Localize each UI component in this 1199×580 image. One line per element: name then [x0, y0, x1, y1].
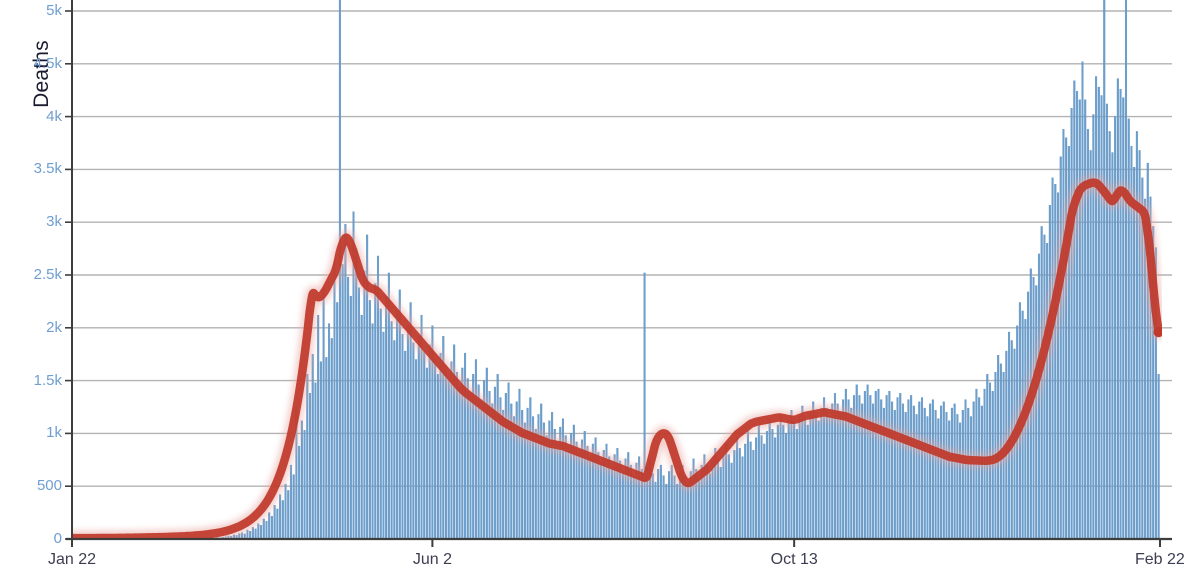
- x-axis-tick-label: Oct 13: [770, 551, 818, 568]
- x-axis-tick-label: Jun 2: [412, 551, 453, 568]
- gridlines: [72, 10, 1172, 487]
- y-axis-tick-label: 3k: [46, 213, 62, 231]
- y-axis-tick-label: 2k: [46, 318, 62, 336]
- y-axis-tick-label: 4k: [46, 107, 62, 125]
- y-axis-tick-label: 1k: [46, 424, 62, 442]
- y-axis-tick-label: 0: [53, 530, 62, 547]
- axes: [65, 0, 1172, 545]
- y-axis-tick-label: 5k: [46, 2, 62, 19]
- y-axis-tick-label: 500: [36, 477, 62, 495]
- y-axis-tick-label: 2.5k: [33, 266, 62, 283]
- moving-average-line: [72, 175, 1162, 540]
- x-axis-ticks: [71, 539, 1161, 547]
- y-axis-tick-label: 1.5k: [33, 371, 62, 389]
- y-axis-tick-label: 3.5k: [33, 160, 62, 178]
- x-axis-tick-label: Feb 22: [1135, 551, 1185, 568]
- x-axis-tick-label: Jan 22: [48, 551, 97, 568]
- y-axis-tick-label: 4.5k: [33, 54, 62, 72]
